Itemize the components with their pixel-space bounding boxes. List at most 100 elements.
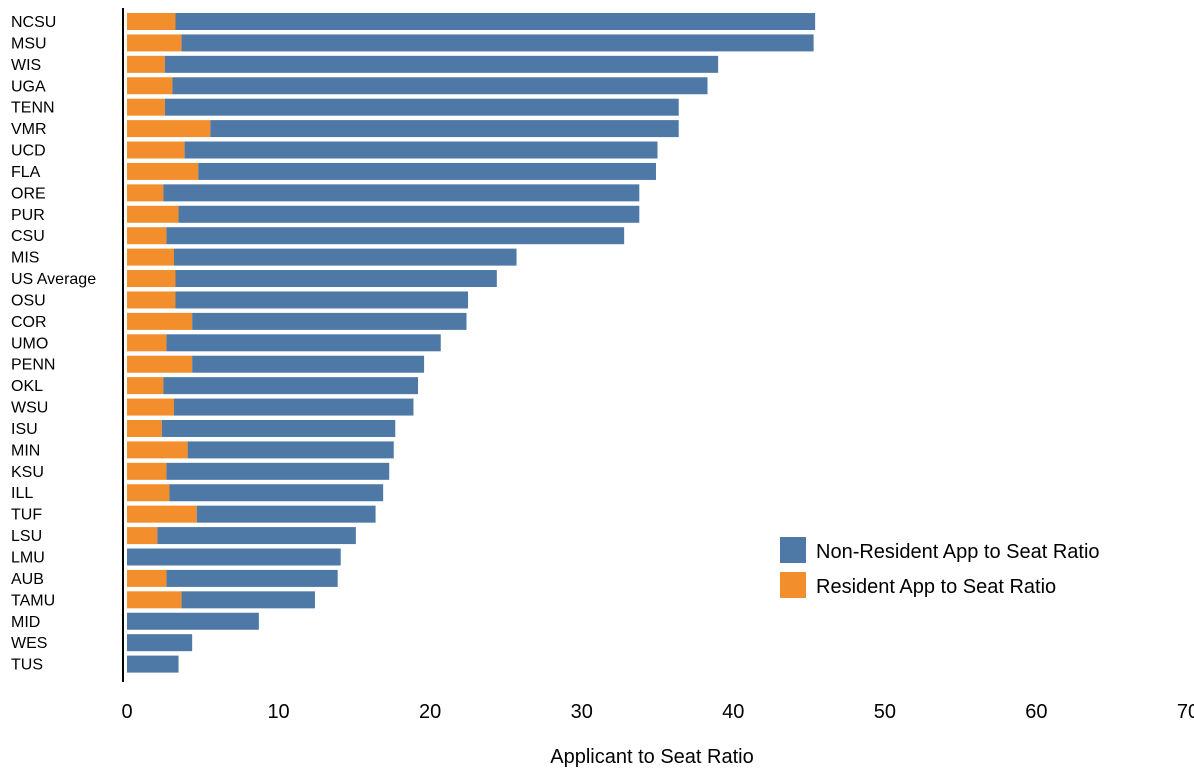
bar-resident-umo <box>127 334 167 352</box>
bar-non-resident-msu <box>181 34 814 52</box>
category-label-ksu: KSU <box>11 464 44 481</box>
category-labels: NCSU MSU WIS UGA TENN VMR UCD FLA ORE PUR CSU MIS US… <box>11 14 96 674</box>
bar-resident-uga <box>127 77 173 95</box>
x-axis-title: Applicant to Seat Ratio <box>550 746 753 768</box>
bar-resident-penn <box>127 355 193 373</box>
bar-non-resident-tuf <box>196 505 376 523</box>
bar-resident-pur <box>127 205 179 223</box>
bar-resident-isu <box>127 419 162 437</box>
bar-resident-ncsu <box>127 13 176 30</box>
category-label-tus: TUS <box>11 657 43 674</box>
bar-non-resident-wsu <box>173 398 414 416</box>
bar-non-resident-ucd <box>184 141 658 159</box>
x-tick-label-70: 70 <box>1177 701 1194 723</box>
category-label-tuf: TUF <box>11 507 42 524</box>
bar-resident-ksu <box>127 462 167 480</box>
category-label-mis: MIS <box>11 250 39 267</box>
bar-non-resident-aub <box>166 569 338 587</box>
bar-non-resident-wes <box>127 634 193 652</box>
bar-resident-ill <box>127 484 170 502</box>
legend-label-non-resident: Non-Resident App to Seat Ratio <box>816 541 1100 563</box>
bar-resident-wis <box>127 55 165 73</box>
bar-non-resident-us-average <box>175 270 497 288</box>
bar-resident-csu <box>127 227 167 245</box>
bar-resident-cor <box>127 312 193 330</box>
category-label-isu: ISU <box>11 421 38 438</box>
category-label-vmr: VMR <box>11 121 47 138</box>
category-label-fla: FLA <box>11 164 41 181</box>
bar-resident-ore <box>127 184 164 202</box>
bar-non-resident-lsu <box>157 527 356 545</box>
category-label-penn: PENN <box>11 357 55 374</box>
bars-layer <box>127 13 816 673</box>
bar-resident-tamu <box>127 591 182 609</box>
x-tick-label-40: 40 <box>722 701 744 723</box>
bar-non-resident-okl <box>163 377 419 395</box>
legend-label-resident: Resident App to Seat Ratio <box>816 576 1056 598</box>
category-label-okl: OKL <box>11 378 43 395</box>
bar-resident-fla <box>127 162 199 180</box>
category-label-ucd: UCD <box>11 143 46 160</box>
x-tick-label-30: 30 <box>571 701 593 723</box>
category-label-pur: PUR <box>11 207 45 224</box>
category-label-lmu: LMU <box>11 550 45 567</box>
legend-swatch-non-resident <box>780 537 806 563</box>
bar-non-resident-ksu <box>166 462 390 480</box>
bar-non-resident-tus <box>127 655 179 673</box>
bar-non-resident-ore <box>163 184 640 202</box>
bar-resident-tenn <box>127 98 165 116</box>
bar-non-resident-csu <box>166 227 625 245</box>
bar-non-resident-tenn <box>164 98 679 116</box>
category-label-aub: AUB <box>11 571 44 588</box>
bar-resident-aub <box>127 569 167 587</box>
bar-non-resident-osu <box>175 291 469 309</box>
bar-non-resident-mid <box>127 612 259 630</box>
x-tick-label-20: 20 <box>419 701 441 723</box>
category-label-lsu: LSU <box>11 528 42 545</box>
category-label-wis: WIS <box>11 57 41 74</box>
bar-resident-ucd <box>127 141 185 159</box>
bar-resident-min <box>127 441 188 459</box>
bar-resident-mis <box>127 248 174 266</box>
category-label-ill: ILL <box>11 485 33 502</box>
category-label-cor: COR <box>11 314 47 331</box>
bar-non-resident-cor <box>192 312 467 330</box>
bar-non-resident-mis <box>173 248 517 266</box>
bar-resident-vmr <box>127 120 211 138</box>
bar-non-resident-vmr <box>210 120 679 138</box>
bar-non-resident-lmu <box>127 548 341 566</box>
category-label-tamu: TAMU <box>11 592 55 609</box>
x-tick-label-0: 0 <box>121 701 132 723</box>
bar-resident-okl <box>127 377 164 395</box>
legend-swatch-resident <box>780 572 806 598</box>
category-label-csu: CSU <box>11 228 45 245</box>
x-tick-label-10: 10 <box>267 701 289 723</box>
category-label-wsu: WSU <box>11 400 48 417</box>
bar-non-resident-umo <box>166 334 441 352</box>
bar-non-resident-min <box>187 441 394 459</box>
bar-resident-wsu <box>127 398 174 416</box>
bar-non-resident-isu <box>161 419 396 437</box>
bar-resident-lsu <box>127 527 158 545</box>
bar-resident-msu <box>127 34 182 52</box>
category-label-umo: UMO <box>11 335 48 352</box>
bar-non-resident-fla <box>198 162 656 180</box>
category-label-min: MIN <box>11 442 40 459</box>
x-tick-label-50: 50 <box>874 701 896 723</box>
category-label-uga: UGA <box>11 78 46 95</box>
bar-non-resident-pur <box>178 205 640 223</box>
category-label-ore: ORE <box>11 185 46 202</box>
legend: Non-Resident App to Seat Ratio Resident … <box>780 537 1100 598</box>
bar-non-resident-ncsu <box>175 13 816 30</box>
bar-resident-osu <box>127 291 176 309</box>
bar-resident-us-average <box>127 270 176 288</box>
x-tick-label-60: 60 <box>1025 701 1047 723</box>
bar-non-resident-ill <box>169 484 384 502</box>
category-label-ncsu: NCSU <box>11 14 56 31</box>
bar-resident-tuf <box>127 505 197 523</box>
category-label-mid: MID <box>11 614 40 631</box>
x-axis-ticks: 0 10 20 30 40 50 60 70 <box>121 701 1194 723</box>
category-label-msu: MSU <box>11 35 47 52</box>
